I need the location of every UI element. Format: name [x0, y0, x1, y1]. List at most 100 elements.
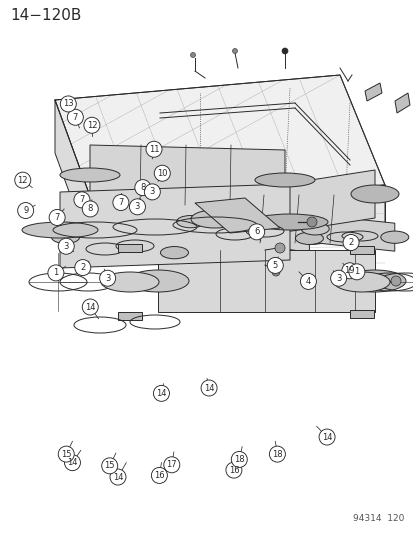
Polygon shape — [349, 246, 373, 254]
Circle shape — [341, 263, 357, 279]
Circle shape — [274, 243, 284, 253]
Circle shape — [110, 469, 126, 485]
Text: 14−120B: 14−120B — [10, 8, 81, 23]
Text: 7: 7 — [118, 198, 123, 207]
Polygon shape — [55, 100, 95, 263]
Text: 18: 18 — [233, 455, 244, 464]
Circle shape — [267, 257, 282, 273]
Polygon shape — [349, 310, 373, 318]
Polygon shape — [65, 223, 174, 266]
Circle shape — [348, 264, 364, 280]
Ellipse shape — [252, 214, 327, 230]
Text: 9: 9 — [23, 206, 28, 215]
Ellipse shape — [333, 272, 389, 292]
Text: 18: 18 — [271, 450, 282, 458]
Circle shape — [64, 455, 80, 471]
Text: 8: 8 — [88, 205, 93, 213]
Text: 11: 11 — [148, 145, 159, 154]
Text: 7: 7 — [79, 196, 84, 204]
Text: 3: 3 — [335, 274, 340, 282]
Polygon shape — [195, 198, 279, 233]
Circle shape — [164, 457, 179, 473]
Ellipse shape — [301, 223, 328, 235]
Circle shape — [151, 467, 167, 483]
Text: 14: 14 — [112, 473, 123, 481]
Text: 12: 12 — [17, 176, 28, 184]
Polygon shape — [158, 250, 374, 312]
Text: 5: 5 — [272, 261, 277, 270]
Polygon shape — [55, 75, 384, 210]
Circle shape — [100, 270, 115, 286]
Text: 3: 3 — [150, 188, 154, 196]
Text: 3: 3 — [105, 274, 110, 282]
Text: 14: 14 — [156, 389, 166, 398]
Text: 13: 13 — [63, 100, 74, 108]
Circle shape — [172, 229, 177, 233]
Ellipse shape — [51, 231, 79, 244]
Circle shape — [58, 238, 74, 254]
Ellipse shape — [127, 270, 189, 292]
Text: 1: 1 — [354, 268, 358, 276]
Text: 12: 12 — [86, 121, 97, 130]
Polygon shape — [90, 145, 284, 210]
Text: 10: 10 — [157, 169, 167, 177]
Circle shape — [390, 276, 400, 286]
Circle shape — [75, 260, 90, 276]
Circle shape — [271, 268, 279, 276]
Circle shape — [113, 195, 128, 211]
Ellipse shape — [190, 210, 238, 228]
Ellipse shape — [254, 173, 314, 187]
Circle shape — [82, 299, 98, 315]
Circle shape — [82, 201, 98, 217]
Text: 6: 6 — [254, 228, 259, 236]
Circle shape — [67, 109, 83, 125]
Ellipse shape — [380, 231, 408, 243]
Text: 7: 7 — [55, 213, 59, 222]
Circle shape — [146, 141, 161, 157]
Text: 14: 14 — [85, 303, 95, 311]
Polygon shape — [394, 93, 409, 113]
Circle shape — [58, 446, 74, 462]
Text: 8: 8 — [140, 183, 145, 192]
Text: 3: 3 — [64, 242, 69, 251]
Ellipse shape — [343, 270, 405, 292]
Text: 15: 15 — [61, 450, 71, 458]
Polygon shape — [95, 185, 384, 263]
Circle shape — [49, 209, 65, 225]
Polygon shape — [118, 244, 142, 252]
Circle shape — [232, 49, 237, 53]
Ellipse shape — [101, 272, 159, 292]
Circle shape — [135, 180, 150, 196]
Circle shape — [84, 117, 100, 133]
Circle shape — [318, 429, 334, 445]
Circle shape — [15, 172, 31, 188]
Circle shape — [144, 184, 160, 200]
Circle shape — [281, 48, 287, 54]
Ellipse shape — [60, 168, 120, 182]
Polygon shape — [60, 184, 289, 268]
Circle shape — [18, 203, 33, 219]
Text: 2: 2 — [348, 238, 353, 247]
Circle shape — [190, 52, 195, 58]
Circle shape — [102, 458, 117, 474]
Circle shape — [248, 224, 264, 240]
Ellipse shape — [350, 185, 398, 203]
Circle shape — [330, 270, 346, 286]
Text: 1: 1 — [53, 269, 58, 277]
Text: 4: 4 — [305, 277, 310, 286]
Circle shape — [154, 165, 170, 181]
Circle shape — [201, 380, 216, 396]
Text: 7: 7 — [73, 113, 78, 122]
Text: 14: 14 — [203, 384, 214, 392]
Text: 14: 14 — [67, 458, 78, 467]
Text: 2: 2 — [80, 263, 85, 272]
Polygon shape — [314, 215, 394, 251]
Text: 19: 19 — [344, 266, 354, 275]
Circle shape — [153, 385, 169, 401]
Circle shape — [225, 462, 241, 478]
Text: 16: 16 — [228, 466, 239, 474]
Text: 94314  120: 94314 120 — [352, 514, 403, 523]
Ellipse shape — [22, 222, 98, 238]
Polygon shape — [118, 312, 142, 320]
Text: 16: 16 — [154, 471, 164, 480]
